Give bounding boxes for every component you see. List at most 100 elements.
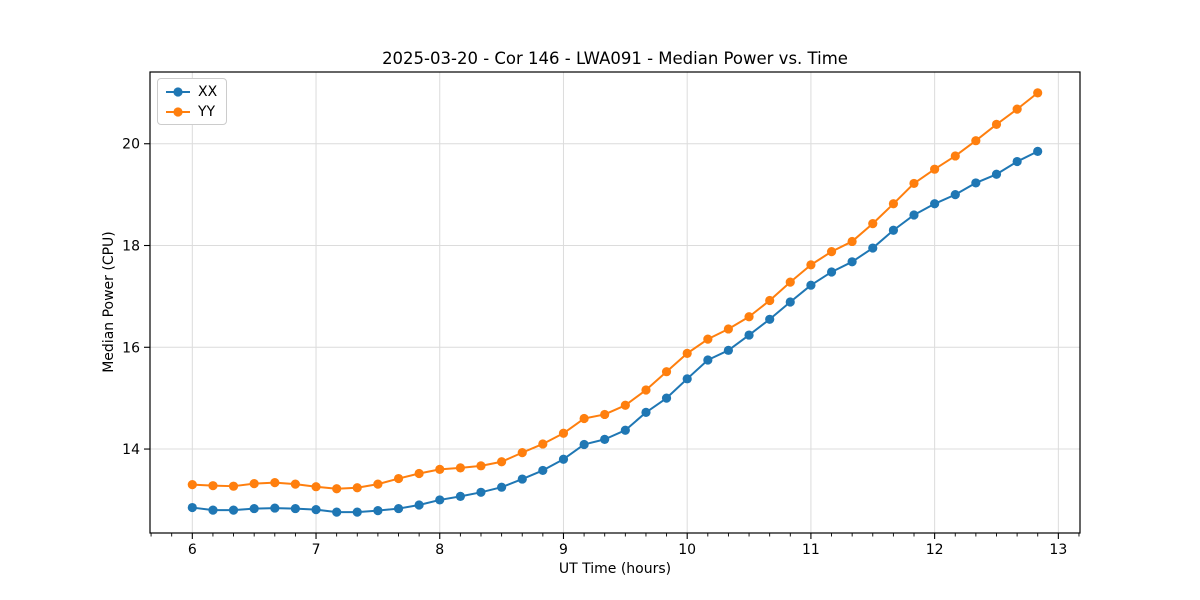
data-point-xx: [187, 502, 197, 513]
data-point-yy: [950, 151, 960, 161]
legend-item-yy: YY: [165, 103, 217, 120]
data-point-yy: [187, 480, 197, 490]
data-point-yy: [332, 484, 342, 494]
data-point-yy: [661, 367, 672, 377]
data-point-yy: [270, 478, 280, 488]
data-point-xx: [826, 267, 837, 277]
data-point-xx: [435, 495, 445, 505]
data-point-yy: [641, 385, 651, 395]
data-point-yy: [373, 479, 383, 489]
data-point-yy: [579, 413, 589, 424]
data-point-xx: [991, 169, 1002, 179]
data-point-yy: [208, 481, 218, 491]
x-tick-label: 8: [435, 542, 444, 558]
data-point-xx: [888, 225, 899, 235]
x-tick-label: 7: [312, 542, 321, 558]
data-point-xx: [868, 243, 878, 253]
data-point-xx: [373, 506, 383, 516]
data-point-xx: [765, 314, 775, 324]
axes-spines: [149, 71, 1081, 534]
legend-item-xx: XX: [165, 83, 218, 100]
data-point-xx: [723, 345, 733, 355]
data-point-xx: [703, 355, 713, 365]
data-point-yy: [228, 481, 239, 491]
data-point-yy: [682, 348, 692, 358]
data-point-xx: [909, 210, 919, 220]
data-point-yy: [311, 482, 321, 492]
data-point-yy: [888, 199, 899, 209]
data-point-yy: [558, 428, 569, 438]
data-point-xx: [208, 505, 218, 515]
data-point-xx: [228, 505, 239, 515]
x-axis-label: UT Time (hours): [558, 561, 672, 577]
data-point-xx: [744, 330, 754, 340]
data-point-xx: [270, 503, 280, 513]
data-point-xx: [414, 500, 424, 510]
data-point-xx: [682, 374, 692, 384]
data-point-xx: [393, 503, 404, 514]
y-tick-label: 14: [122, 442, 140, 458]
data-point-yy: [765, 295, 775, 306]
data-point-yy: [930, 164, 940, 174]
data-point-yy: [971, 136, 981, 146]
data-point-yy: [785, 277, 795, 287]
x-tick-label: 11: [802, 542, 820, 558]
data-point-yy: [909, 178, 919, 189]
series-line-xx: [192, 150, 1039, 514]
data-point-xx: [455, 491, 466, 501]
data-point-xx: [249, 503, 259, 514]
data-point-yy: [1012, 104, 1022, 114]
y-tick-label: 18: [122, 239, 140, 255]
data-point-yy: [847, 236, 857, 247]
legend-line-marker-yy: [166, 106, 190, 117]
x-tick-label: 12: [926, 542, 944, 558]
data-point-xx: [476, 487, 486, 497]
x-tick-label: 9: [559, 542, 568, 558]
data-point-xx: [930, 199, 940, 209]
data-point-xx: [806, 280, 816, 290]
data-point-xx: [1033, 146, 1043, 156]
data-point-xx: [971, 178, 981, 188]
data-point-yy: [290, 479, 300, 489]
y-tick-label: 16: [122, 340, 140, 356]
data-point-yy: [806, 260, 816, 270]
data-point-xx: [579, 439, 589, 450]
data-point-yy: [435, 464, 445, 474]
data-point-xx: [311, 504, 321, 515]
data-point-yy: [744, 312, 754, 322]
data-point-yy: [517, 448, 527, 458]
legend: XX YY: [157, 78, 228, 125]
data-point-yy: [476, 461, 486, 471]
data-point-xx: [332, 507, 342, 517]
legend-line-marker-xx: [166, 86, 190, 97]
x-tick-label: 13: [1049, 542, 1067, 558]
legend-label-xx: XX: [198, 83, 218, 100]
data-point-xx: [661, 393, 672, 403]
data-point-xx: [641, 407, 651, 418]
legend-label-yy: YY: [198, 103, 216, 120]
data-point-yy: [455, 463, 466, 473]
data-point-yy: [620, 400, 630, 410]
data-point-yy: [249, 479, 259, 489]
data-point-yy: [723, 324, 733, 334]
data-point-xx: [847, 257, 857, 267]
data-point-yy: [703, 334, 713, 344]
data-point-xx: [620, 425, 630, 435]
data-point-xx: [517, 474, 527, 484]
data-point-xx: [950, 190, 960, 200]
series-line-yy: [192, 92, 1039, 490]
data-point-xx: [600, 434, 610, 444]
data-point-yy: [826, 247, 837, 257]
chart-title: 2025-03-20 - Cor 146 - LWA091 - Median P…: [382, 49, 848, 68]
data-point-xx: [538, 465, 548, 476]
data-point-xx: [290, 503, 300, 514]
x-tick-label: 6: [188, 542, 197, 558]
data-point-xx: [1012, 156, 1022, 167]
data-point-yy: [991, 119, 1002, 130]
data-point-xx: [497, 482, 507, 492]
data-point-yy: [414, 468, 424, 479]
data-point-yy: [538, 439, 548, 449]
data-point-yy: [352, 483, 362, 493]
